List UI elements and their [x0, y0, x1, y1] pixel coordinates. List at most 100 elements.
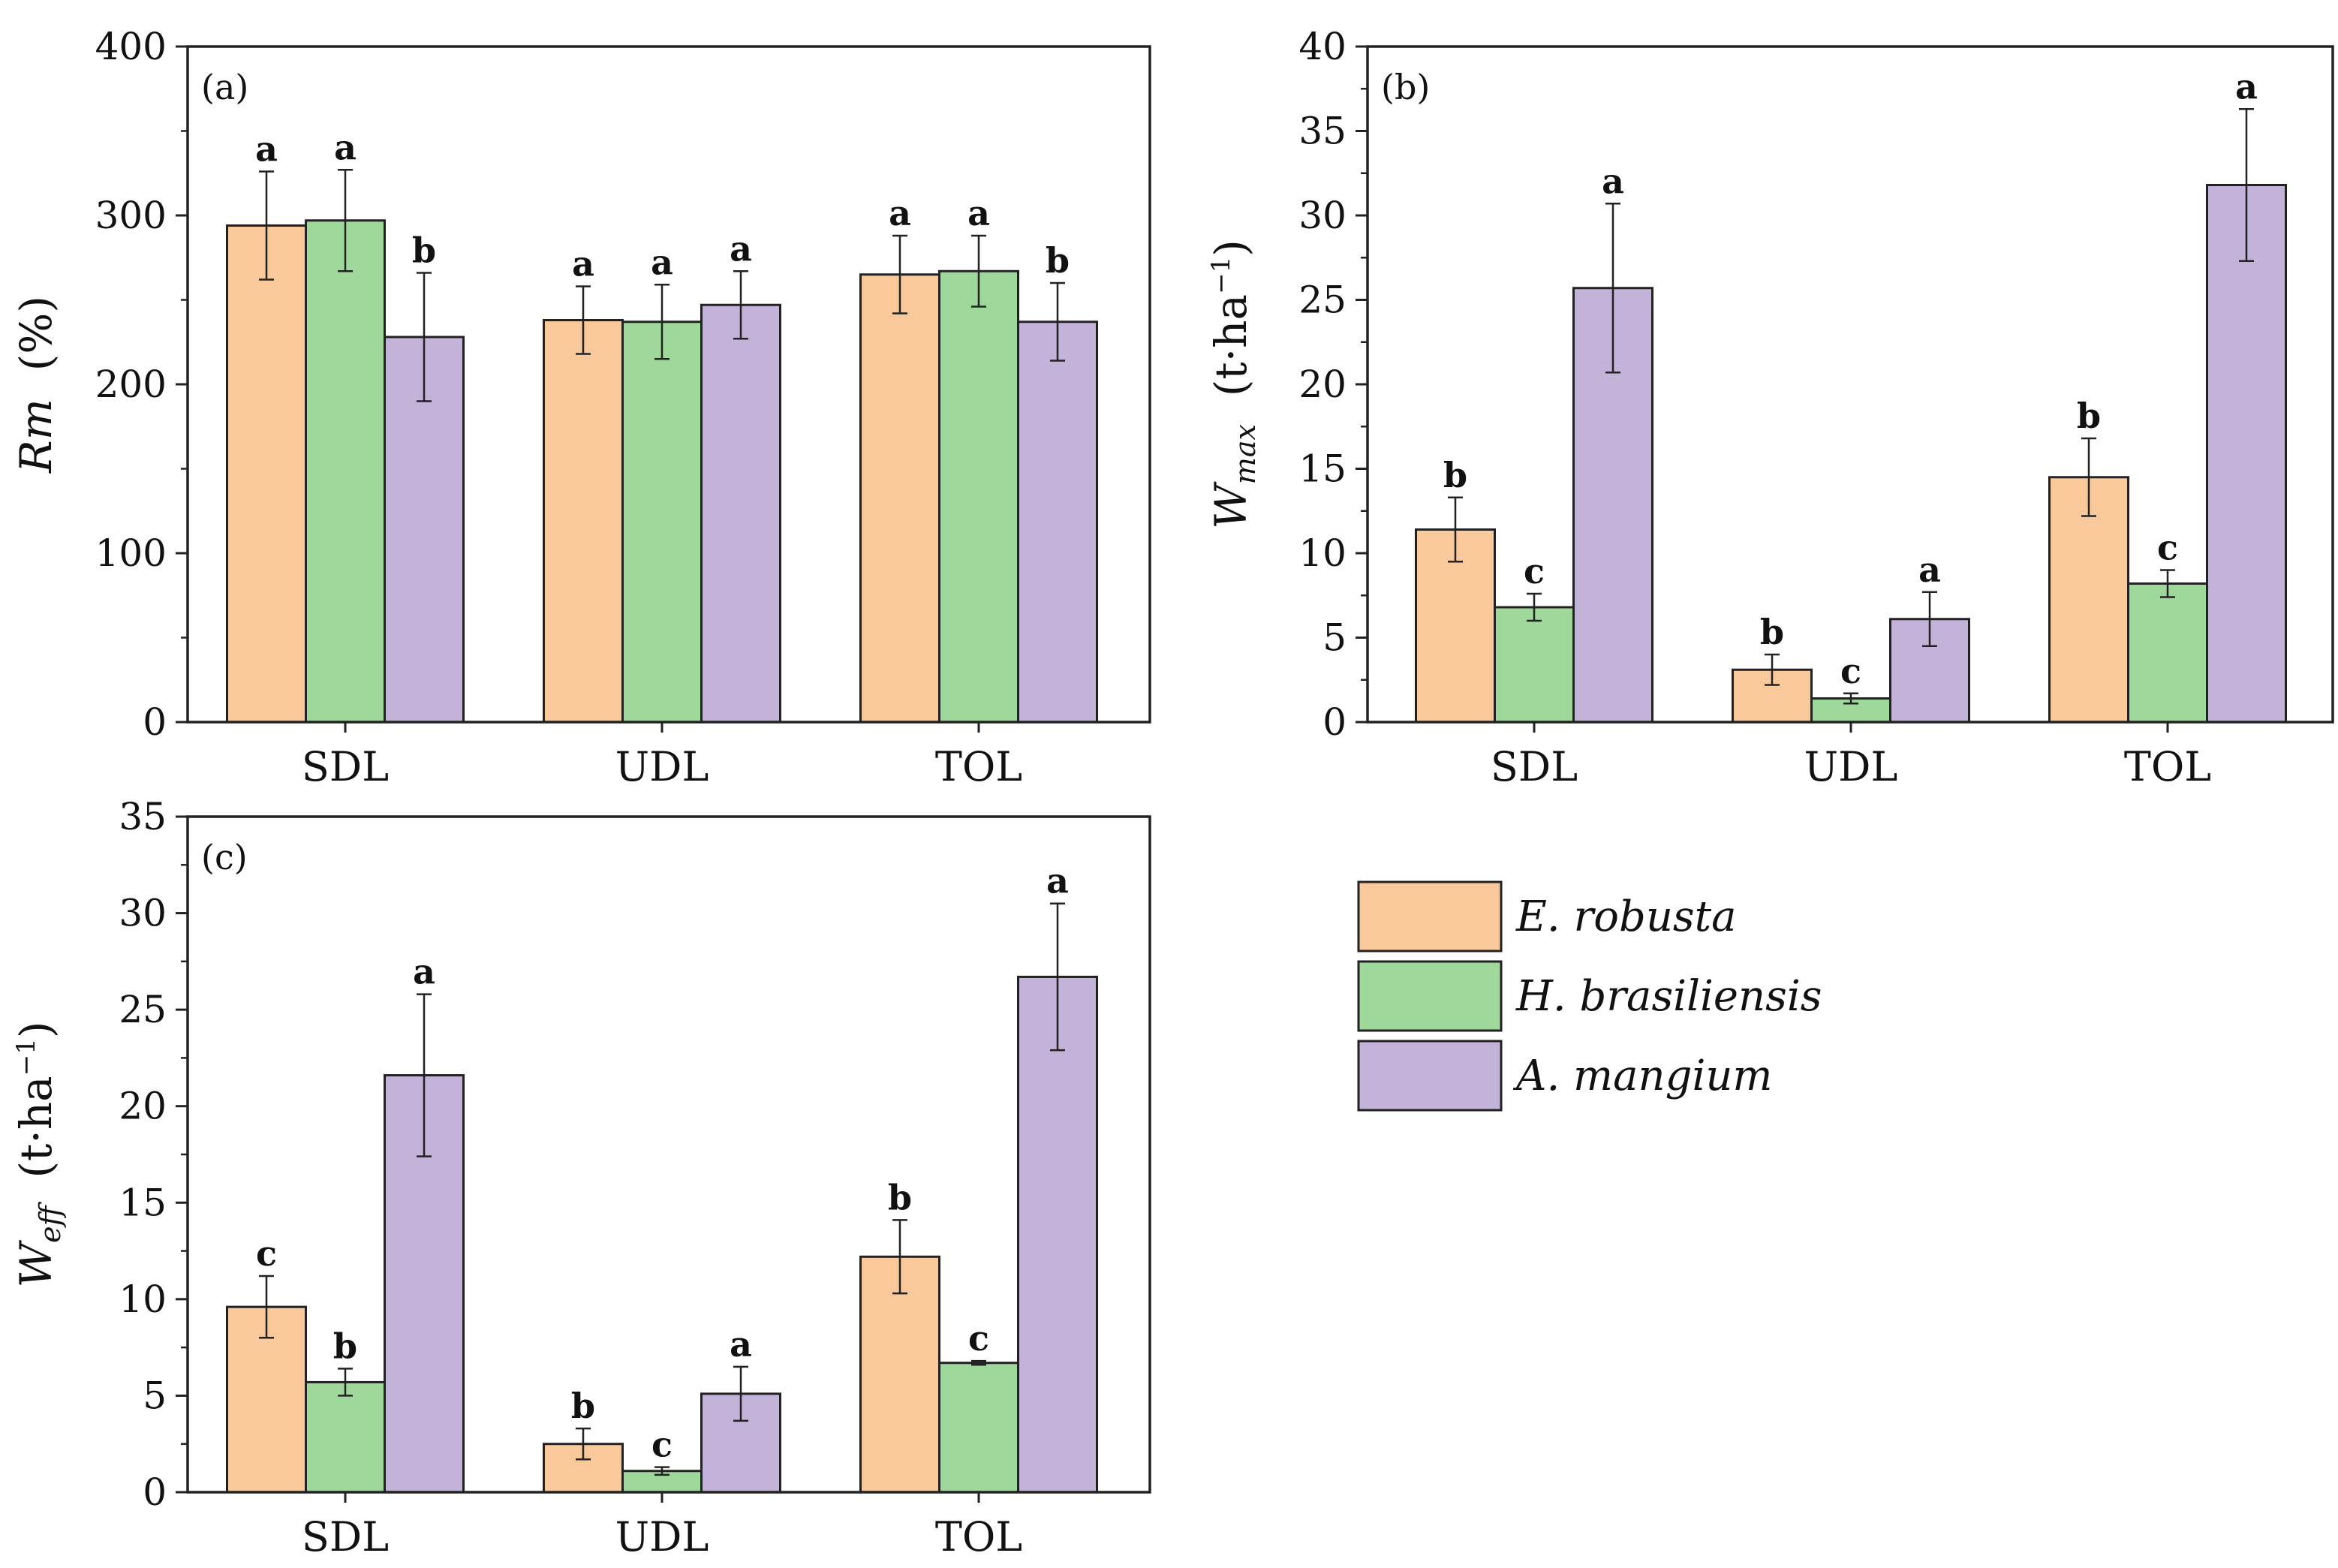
- legend-label-h-brasiliensis: H. brasiliensis: [1515, 972, 1822, 1021]
- x-tick-label-sdl: SDL: [302, 1513, 389, 1560]
- y-axis-label-superscript: −1: [1206, 257, 1236, 294]
- bar-e-robusta-udl: [543, 319, 624, 724]
- bar-a-mangium-tol: [1017, 975, 1098, 1494]
- y-tick-label: 5: [143, 1374, 167, 1417]
- significance-letter: b: [571, 1386, 595, 1426]
- y-tick-label: 400: [95, 25, 167, 68]
- significance-letter: a: [967, 193, 990, 233]
- y-tick-label: 35: [119, 795, 167, 838]
- y-axis-label: Weff (t·ha−1): [11, 1022, 67, 1288]
- y-tick-label: 20: [119, 1085, 167, 1128]
- plot-frame: [186, 45, 1151, 724]
- x-tick-label-tol: TOL: [935, 1513, 1022, 1560]
- legend-label-a-mangium: A. mangium: [1512, 1052, 1773, 1100]
- y-tick-label: 0: [1322, 700, 1347, 744]
- significance-letter: b: [412, 230, 436, 271]
- bar-h-brasiliensis-udl: [621, 321, 703, 724]
- significance-letter: a: [1046, 861, 1069, 901]
- significance-letter: a: [730, 1324, 752, 1365]
- significance-letter: c: [968, 1318, 989, 1359]
- x-tick-label-tol: TOL: [2124, 743, 2211, 790]
- significance-letter: a: [730, 228, 752, 269]
- significance-letter: a: [2235, 66, 2258, 107]
- legend-swatch-e-robusta: [1357, 880, 1503, 953]
- significance-letter: b: [1046, 240, 1070, 281]
- y-axis-label-close: ): [1205, 239, 1256, 257]
- significance-letter: c: [1524, 551, 1545, 591]
- y-axis-label-subscript: eff: [34, 1201, 67, 1242]
- y-axis-label-subscript: max: [1229, 424, 1262, 484]
- x-tick-label-udl: UDL: [615, 743, 709, 790]
- y-axis-label-unit: (%): [11, 296, 62, 399]
- bar-h-brasiliensis-tol: [938, 1362, 1019, 1494]
- y-tick-label: 0: [143, 1470, 167, 1514]
- bar-a-mangium-udl: [700, 303, 781, 724]
- y-axis-label-unit: (t·ha: [1205, 294, 1256, 424]
- legend: E. robusta H. brasiliensis A. mangium: [1357, 880, 1822, 1112]
- y-tick-label: 200: [95, 363, 167, 406]
- bar-h-brasiliensis-sdl: [305, 1380, 386, 1494]
- y-tick-label: 35: [1298, 110, 1347, 153]
- y-tick-label: 10: [1298, 531, 1347, 575]
- y-tick-label: 5: [1322, 616, 1347, 660]
- legend-label-e-robusta: E. robusta: [1515, 892, 1737, 941]
- y-tick-label: 15: [1298, 447, 1347, 491]
- y-tick-label: 15: [119, 1181, 167, 1224]
- panel-c-chart: c b a SDL b c a UDL b c a TOL 0 5 10 15 20 25 30 35 (c) Weff …: [11, 795, 1151, 1560]
- y-axis-label: Rm (%): [11, 296, 62, 474]
- plot-frame: [186, 815, 1151, 1494]
- y-axis-label-symbol: W: [1205, 481, 1256, 529]
- x-tick-label-sdl: SDL: [302, 743, 389, 790]
- panel-tag: (b): [1381, 67, 1430, 107]
- significance-letter: a: [1918, 549, 1941, 590]
- bar-e-robusta-tol: [859, 273, 940, 724]
- panel-b-chart: b c a SDL b c a UDL b c a TOL 0 5 10 15 20 25 30 35 40 (b) Wma…: [1205, 25, 2334, 790]
- bar-a-mangium-tol: [2206, 184, 2287, 724]
- significance-letter: c: [256, 1233, 277, 1274]
- bar-h-brasiliensis-tol: [2127, 582, 2208, 724]
- y-axis-label-close: ): [11, 1022, 62, 1039]
- y-tick-label: 40: [1298, 25, 1347, 68]
- y-axis-label-superscript: −1: [11, 1038, 41, 1076]
- bar-h-brasiliensis-sdl: [1494, 606, 1575, 724]
- y-axis-label: Wmax (t·ha−1): [1205, 239, 1262, 529]
- y-tick-label: 30: [1298, 194, 1347, 237]
- bar-a-mangium-tol: [1017, 321, 1098, 724]
- significance-letter: a: [889, 193, 911, 233]
- panel-tag: (c): [201, 837, 248, 877]
- y-axis-label-symbol: Rm: [11, 399, 62, 474]
- y-tick-label: 10: [119, 1278, 167, 1321]
- legend-swatch-a-mangium: [1357, 1040, 1503, 1112]
- y-tick-label: 300: [95, 194, 167, 237]
- significance-letter: b: [888, 1177, 912, 1217]
- significance-letter: a: [1602, 161, 1624, 201]
- x-tick-label-udl: UDL: [1804, 743, 1898, 790]
- x-tick-label-udl: UDL: [615, 1513, 709, 1560]
- bar-e-robusta-tol: [2048, 476, 2129, 724]
- y-tick-label: 100: [95, 531, 167, 575]
- legend-swatch-h-brasiliensis: [1357, 960, 1503, 1032]
- significance-letter: a: [651, 242, 673, 282]
- y-tick-label: 25: [119, 988, 167, 1031]
- y-tick-label: 0: [143, 700, 167, 744]
- significance-letter: a: [255, 129, 278, 170]
- x-tick-label-sdl: SDL: [1491, 743, 1578, 790]
- panel-tag: (a): [201, 67, 248, 107]
- y-tick-label: 20: [1298, 363, 1347, 406]
- significance-letter: b: [1760, 612, 1784, 652]
- y-axis-label-symbol: W: [11, 1240, 62, 1288]
- significance-letter: c: [1840, 651, 1861, 691]
- significance-letter: a: [413, 952, 435, 992]
- significance-letter: c: [2157, 528, 2178, 568]
- significance-letter: c: [651, 1425, 673, 1465]
- plot-frame: [1366, 45, 2334, 724]
- significance-letter: a: [334, 127, 357, 167]
- bar-e-robusta-sdl: [226, 224, 307, 724]
- significance-letter: b: [1443, 455, 1467, 495]
- y-tick-label: 30: [119, 892, 167, 935]
- y-tick-label: 25: [1298, 278, 1347, 322]
- significance-letter: a: [572, 244, 594, 284]
- bar-h-brasiliensis-tol: [938, 269, 1019, 724]
- x-tick-label-tol: TOL: [935, 743, 1022, 790]
